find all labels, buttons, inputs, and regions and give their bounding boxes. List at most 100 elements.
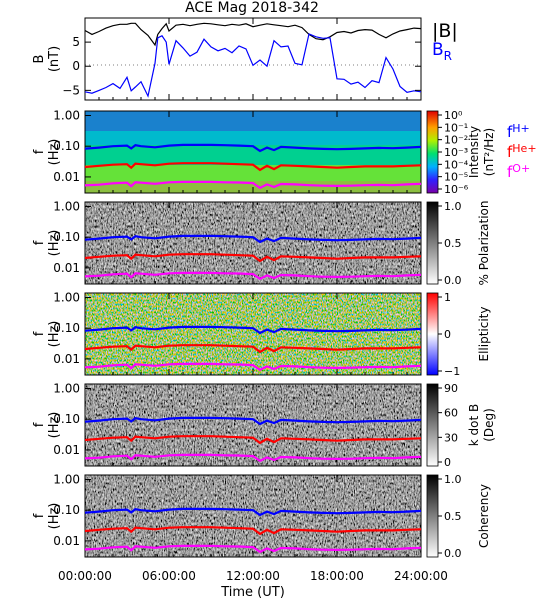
panel-intensity	[84, 110, 422, 194]
colorbar-5-tick-label: 90	[444, 382, 458, 395]
panel-1-y-ticks: 5 0 −5	[62, 35, 421, 97]
time-axis: 00:00:00 06:00:00 12:00:00 18:00:00 24:00:00	[58, 18, 448, 583]
panel-5-fh-plus-line	[84, 416, 422, 426]
panel-5-ytick-label: 0.01	[53, 443, 80, 457]
panel-4-ytick-label: 0.10	[53, 321, 80, 335]
panel-3-ylabel: f	[32, 240, 47, 245]
panel-6-ytick-label: 0.10	[53, 503, 80, 517]
colorbar-6-tick-label: 1.0	[444, 473, 462, 486]
panel-2-ylabel-unit: (Hz)	[47, 139, 62, 166]
panel-4-spectrogram	[85, 293, 421, 375]
panel-2-fh-plus-line	[84, 143, 422, 153]
colorbar-2-tick-label: 10⁰	[444, 109, 463, 122]
colorbar-5	[426, 383, 439, 467]
panel-2-ytick-label: 1.00	[53, 108, 80, 122]
colorbar-3-label: % Polarization	[477, 201, 491, 286]
x-axis-label: Time (UT)	[220, 585, 285, 600]
panel-1-ytick-label: 5	[72, 35, 80, 49]
panel-2-band-mid	[85, 131, 421, 145]
series-line-br	[84, 33, 422, 98]
colorbar-6-tick-label: 0.0	[444, 547, 462, 560]
figure-title: ACE Mag 2018-342	[185, 0, 319, 16]
panel-3-ytick-label: 0.10	[53, 230, 80, 244]
legend-bmag: |B|	[432, 20, 458, 42]
panel-6-fh-plus-line	[84, 507, 422, 517]
panel-5-ytick-label: 0.10	[53, 412, 80, 426]
panel-5-fhe-plus-line	[84, 435, 422, 445]
colorbar-2-tick-label: 10⁻⁶	[444, 183, 469, 196]
series-line-bmag	[84, 22, 422, 47]
panel-1-ytick-label: 0	[72, 59, 80, 73]
colorbar-2-tick-label: 10⁻⁵	[444, 171, 468, 184]
panel-magnetic-field: 5 0 −5 B (nT) |B| BR	[32, 17, 458, 101]
panel-6-spectrogram	[85, 475, 421, 557]
panel-5-ylabel-unit: (Hz)	[47, 412, 62, 439]
panel-2-ylabel: f	[32, 149, 47, 154]
panel-6-fo-plus-line	[84, 544, 422, 554]
x-tick-label: 00:00:00	[58, 569, 112, 583]
colorbar-6-label: Coherency	[477, 484, 491, 548]
panel-5-ytick-label: 1.00	[53, 381, 80, 395]
panel-2-ytick-label: 0.10	[53, 139, 80, 153]
panel-3-ytick-label: 0.01	[53, 261, 80, 275]
colorbar-4-tick-label: 1	[444, 291, 451, 304]
legend-fh-plus: fH+	[507, 122, 530, 141]
panel-3-fh-plus-line	[84, 234, 422, 244]
colorbar-3-tick-label: 0.5	[444, 237, 462, 250]
panel-2-fo-plus-line	[84, 180, 422, 190]
colorbar-2-tick-label: 10⁻⁴	[444, 158, 469, 171]
panel-2-ytick-label: 0.01	[53, 170, 80, 184]
colorbar-5-tick-label: 30	[444, 431, 458, 444]
panel-4-ylabel: f	[32, 331, 47, 336]
legend-br: BR	[432, 40, 452, 63]
colorbar-5-tick-label: 60	[444, 407, 458, 420]
panel-3-ylabel-unit: (Hz)	[47, 230, 62, 257]
panel-5-ylabel: f	[32, 422, 47, 427]
panel-1-ytick-label: −5	[62, 83, 80, 97]
panel-6-ytick-label: 0.01	[53, 534, 80, 548]
legend-fhe-plus: fHe+	[507, 142, 537, 161]
panel-4-ytick-label: 1.00	[53, 290, 80, 304]
colorbar-2-label: (nT²/Hz)	[482, 128, 496, 176]
colorbar-4-label: Ellipticity	[477, 307, 491, 362]
panel-3-spectrogram	[85, 202, 421, 284]
panel-kdotb	[84, 383, 422, 467]
panel-2-band-low	[85, 165, 421, 181]
colorbar-2-label: Intensity	[467, 126, 481, 178]
colorbar-3	[426, 201, 439, 285]
panel-3-ytick-label: 1.00	[53, 199, 80, 213]
panel-6-ylabel: f	[32, 513, 47, 518]
panel-5-spectrogram	[85, 384, 421, 466]
x-tick-label: 06:00:00	[142, 569, 196, 583]
panel-4-fo-plus-line	[84, 362, 422, 372]
colorbar-2	[426, 110, 439, 194]
colorbar-5-tick-label: 0	[444, 456, 451, 469]
x-tick-label: 12:00:00	[226, 569, 280, 583]
colorbar-2-tick-label: 10⁻¹	[444, 121, 468, 134]
spectrogram-overlays	[84, 143, 422, 554]
colorbar-5-label: k dot B	[467, 404, 481, 446]
colorbar-3-tick-label: 0.0	[444, 274, 462, 287]
x-tick-label: 18:00:00	[310, 569, 364, 583]
panel-ellipticity	[84, 292, 422, 376]
panel-3-fhe-plus-line	[84, 253, 422, 263]
panel-3-fo-plus-line	[84, 271, 422, 281]
panel-coherency	[84, 474, 422, 558]
colorbar-6-tick-label: 0.5	[444, 510, 462, 523]
panel-4-fhe-plus-line	[84, 344, 422, 354]
x-tick-label: 24:00:00	[394, 569, 448, 583]
panel-1-frame	[84, 17, 422, 101]
panel-6-ytick-label: 1.00	[53, 472, 80, 486]
colorbar-4-tick-label: −1	[444, 365, 460, 378]
colorbar-6	[426, 474, 439, 558]
panel-2-fhe-plus-line	[84, 162, 422, 172]
panel-4-ylabel-unit: (Hz)	[47, 321, 62, 348]
legend-fo-plus: fO+	[507, 162, 530, 181]
colorbar-5-label: (Deg)	[482, 408, 496, 442]
colorbar-2-tick-label: 10⁻³	[444, 146, 468, 159]
panel-6-ylabel-unit: (Hz)	[47, 503, 62, 530]
panel-polarization	[84, 201, 422, 285]
colorbar-4-tick-label: 0	[444, 328, 451, 341]
